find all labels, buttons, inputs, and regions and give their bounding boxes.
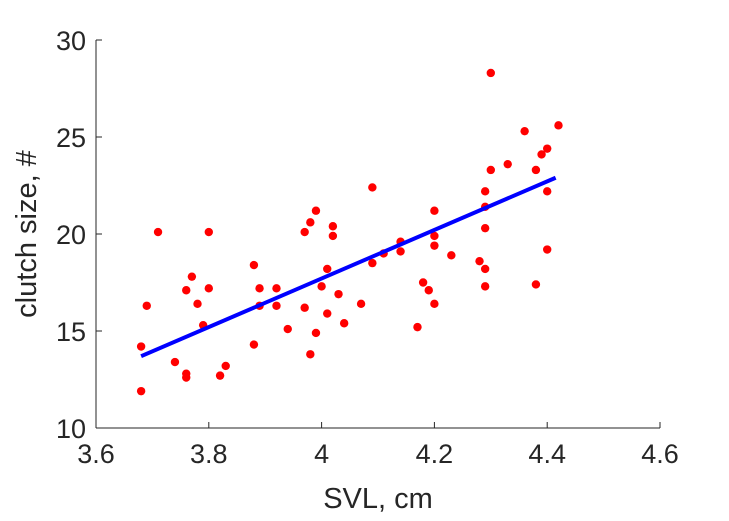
- data-point: [486, 165, 495, 175]
- axis-labels: SVL, cm clutch size, #: [11, 150, 433, 515]
- data-point: [543, 187, 552, 196]
- data-point: [430, 206, 439, 215]
- x-tick-label: 4.4: [528, 439, 566, 469]
- data-point: [520, 126, 529, 136]
- data-point: [221, 361, 230, 371]
- data-point: [204, 227, 213, 237]
- x-tick-label: 3.8: [190, 439, 228, 469]
- y-tick-label: 15: [56, 317, 86, 347]
- data-point: [215, 371, 225, 380]
- data-point: [255, 284, 264, 293]
- x-axis-label: SVL, cm: [323, 483, 433, 515]
- data-point: [424, 286, 433, 295]
- data-point: [537, 150, 546, 159]
- data-point: [283, 324, 292, 334]
- data-point: [531, 280, 541, 289]
- data-point: [368, 258, 377, 268]
- data-point: [486, 68, 495, 78]
- axes: 3.6 3.8 4 4.2 4.4 4.6 10 15 20 25 30: [56, 26, 679, 469]
- x-tick-label: 4.6: [641, 439, 679, 469]
- data-point: [480, 187, 490, 196]
- data-point: [480, 223, 490, 233]
- y-tick-label: 30: [56, 26, 86, 56]
- data-point: [323, 309, 332, 318]
- x-tick-label: 4.2: [416, 439, 454, 469]
- data-point: [187, 272, 197, 281]
- data-point: [543, 144, 552, 153]
- data-point: [300, 303, 309, 312]
- data-point: [554, 121, 563, 130]
- data-point: [311, 328, 321, 338]
- y-axis-label: clutch size, #: [11, 150, 43, 318]
- data-point: [475, 256, 484, 266]
- x-tick-label: 3.6: [77, 439, 115, 469]
- data-point: [447, 251, 456, 260]
- data-point: [430, 231, 439, 241]
- data-point: [272, 301, 281, 310]
- y-tick-label: 20: [56, 220, 86, 250]
- data-point: [306, 218, 315, 227]
- data-point: [193, 299, 202, 309]
- data-point: [480, 264, 490, 274]
- data-point: [480, 282, 490, 291]
- y-tick-label: 10: [56, 414, 86, 444]
- data-point: [430, 299, 439, 309]
- regression-line: [140, 175, 557, 359]
- data-point: [249, 340, 259, 349]
- data-point: [249, 260, 259, 270]
- data-point: [328, 231, 338, 241]
- data-point: [531, 165, 541, 175]
- data-point: [204, 284, 213, 293]
- data-point: [182, 373, 191, 382]
- data-point: [306, 350, 315, 359]
- data-point: [396, 247, 405, 256]
- data-point: [300, 227, 309, 237]
- data-point: [368, 183, 377, 192]
- data-point: [136, 386, 146, 396]
- data-point: [153, 227, 163, 237]
- data-point: [170, 357, 180, 367]
- data-point: [356, 299, 366, 309]
- data-point: [543, 245, 552, 254]
- data-point: [311, 206, 321, 215]
- data-point: [503, 159, 512, 169]
- data-point: [136, 342, 146, 351]
- data-point: [430, 241, 439, 250]
- data-point: [272, 284, 281, 293]
- data-point: [339, 319, 349, 328]
- data-point: [317, 282, 326, 291]
- data-point: [334, 289, 343, 299]
- data-point: [418, 278, 428, 287]
- x-tick-label: 4: [314, 439, 329, 469]
- data-point: [142, 301, 151, 310]
- data-point: [328, 222, 338, 231]
- data-point: [413, 322, 422, 332]
- data-point: [182, 286, 191, 295]
- data-point: [323, 264, 332, 274]
- plot-marks: [136, 68, 563, 396]
- y-tick-label: 25: [56, 123, 86, 153]
